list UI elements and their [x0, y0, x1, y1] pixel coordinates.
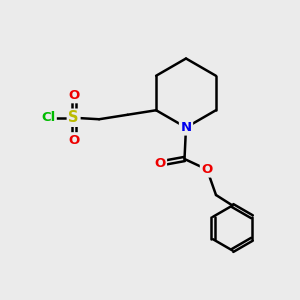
Text: S: S [68, 110, 79, 125]
Text: O: O [201, 163, 213, 176]
Text: Cl: Cl [41, 111, 55, 124]
Text: O: O [154, 157, 166, 170]
Text: O: O [68, 89, 79, 102]
Text: O: O [68, 134, 79, 147]
Text: N: N [180, 121, 192, 134]
